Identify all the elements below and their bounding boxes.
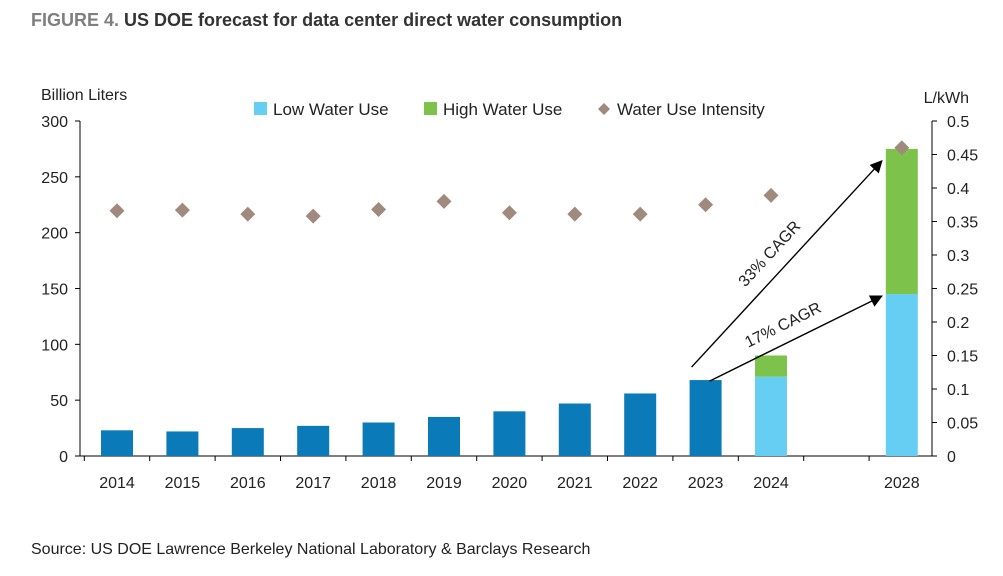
intensity-points	[109, 140, 910, 224]
intensity-point-2014	[109, 203, 125, 219]
legend-label-low-water-use: Low Water Use	[273, 100, 389, 119]
right-tick-label: 0.2	[947, 315, 969, 332]
x-tick-label: 2017	[295, 475, 331, 492]
right-tick-label: 0.25	[947, 282, 978, 299]
left-tick-label: 250	[41, 170, 68, 187]
left-tick-label: 200	[41, 226, 68, 243]
x-tick-label: 2020	[492, 475, 528, 492]
legend: Low Water Use High Water Use Water Use Int…	[254, 100, 765, 119]
bar-low-water-use-2028	[885, 294, 918, 456]
x-tick-label: 2016	[230, 475, 266, 492]
left-axis-title: Billion Liters	[41, 87, 127, 104]
legend-label-high-water-use: High Water Use	[443, 100, 562, 119]
intensity-point-2023	[698, 197, 714, 213]
intensity-point-2016	[240, 206, 256, 222]
left-tick-label: 300	[41, 114, 68, 131]
right-tick-label: 0.45	[947, 148, 978, 165]
x-tick-label: 2021	[557, 475, 593, 492]
left-tick-label: 100	[41, 337, 68, 354]
x-tick-label: 2015	[165, 475, 201, 492]
right-tick-label: 0.1	[947, 382, 969, 399]
x-tick-label: 2023	[688, 475, 724, 492]
intensity-point-2015	[174, 202, 190, 218]
x-tick-label: 2014	[99, 475, 135, 492]
bar-historical-2015	[166, 431, 199, 456]
bar-historical-2021	[558, 403, 591, 456]
bar-historical-2022	[624, 393, 657, 456]
x-tick-label: 2019	[426, 475, 462, 492]
intensity-point-2018	[371, 201, 387, 217]
bar-historical-2017	[297, 425, 330, 456]
right-tick-label: 0.05	[947, 416, 978, 433]
bar-high-water-use-2024	[755, 355, 787, 377]
legend-swatch-high-water-use	[424, 102, 437, 115]
intensity-point-2019	[436, 193, 452, 209]
legend-swatch-low-water-use	[254, 102, 267, 115]
x-tick-label: 2022	[622, 475, 658, 492]
x-tick-label: 2024	[753, 475, 789, 492]
bar-historical-2019	[428, 416, 460, 456]
left-tick-label: 0	[59, 449, 68, 466]
intensity-point-2022	[632, 206, 648, 222]
figure-label: FIGURE 4.	[31, 10, 120, 30]
water-consumption-chart: 0 50 100 150 200 250 300 0 0.05 0.1 0.15 0.2 0.25 0.3…	[41, 87, 978, 492]
cagr-label-1: 33% CAGR	[736, 218, 805, 290]
right-tick-label: 0.15	[947, 349, 978, 366]
intensity-point-2024	[763, 187, 779, 203]
bar-low-water-use-2024	[755, 376, 787, 456]
figure-title: FIGURE 4. US DOE forecast for data cente…	[31, 10, 622, 31]
bar-historical-2020	[493, 411, 526, 456]
bar-historical-2018	[362, 422, 395, 456]
cagr-arrow-2	[709, 295, 883, 382]
cagr-arrow-1	[691, 159, 883, 368]
right-axis-title: L/kWh	[924, 90, 969, 107]
left-tick-label: 50	[50, 393, 68, 410]
bar-historical-2014	[101, 430, 133, 456]
right-tick-label: 0	[947, 449, 956, 466]
right-tick-label: 0.35	[947, 215, 978, 232]
right-tick-label: 0.4	[947, 181, 969, 198]
cagr-label-2: 17% CAGR	[742, 300, 824, 352]
left-tick-label: 150	[41, 282, 68, 299]
legend-label-water-use-intensity: Water Use Intensity	[617, 100, 765, 119]
intensity-point-2017	[305, 208, 321, 224]
annotations: 33% CAGR 17% CAGR	[691, 159, 883, 382]
intensity-point-2028	[894, 140, 910, 156]
right-tick-label: 0.5	[947, 114, 969, 131]
figure-title-text: US DOE forecast for data center direct w…	[124, 10, 623, 30]
bar-high-water-use-2028	[885, 148, 918, 295]
bar-historical-2016	[231, 428, 264, 456]
axes: 0 50 100 150 200 250 300 0 0.05 0.1 0.15 0.2 0.25 0.3…	[41, 87, 978, 492]
x-tick-label: 2028	[884, 475, 920, 492]
intensity-point-2020	[501, 205, 517, 221]
bars	[101, 148, 918, 456]
right-tick-label: 0.3	[947, 248, 969, 265]
source-note: Source: US DOE Lawrence Berkeley Nationa…	[31, 541, 591, 558]
bar-historical-2023	[689, 380, 722, 456]
intensity-point-2021	[567, 206, 583, 222]
legend-swatch-water-use-intensity	[598, 103, 610, 115]
x-tick-label: 2018	[361, 475, 397, 492]
